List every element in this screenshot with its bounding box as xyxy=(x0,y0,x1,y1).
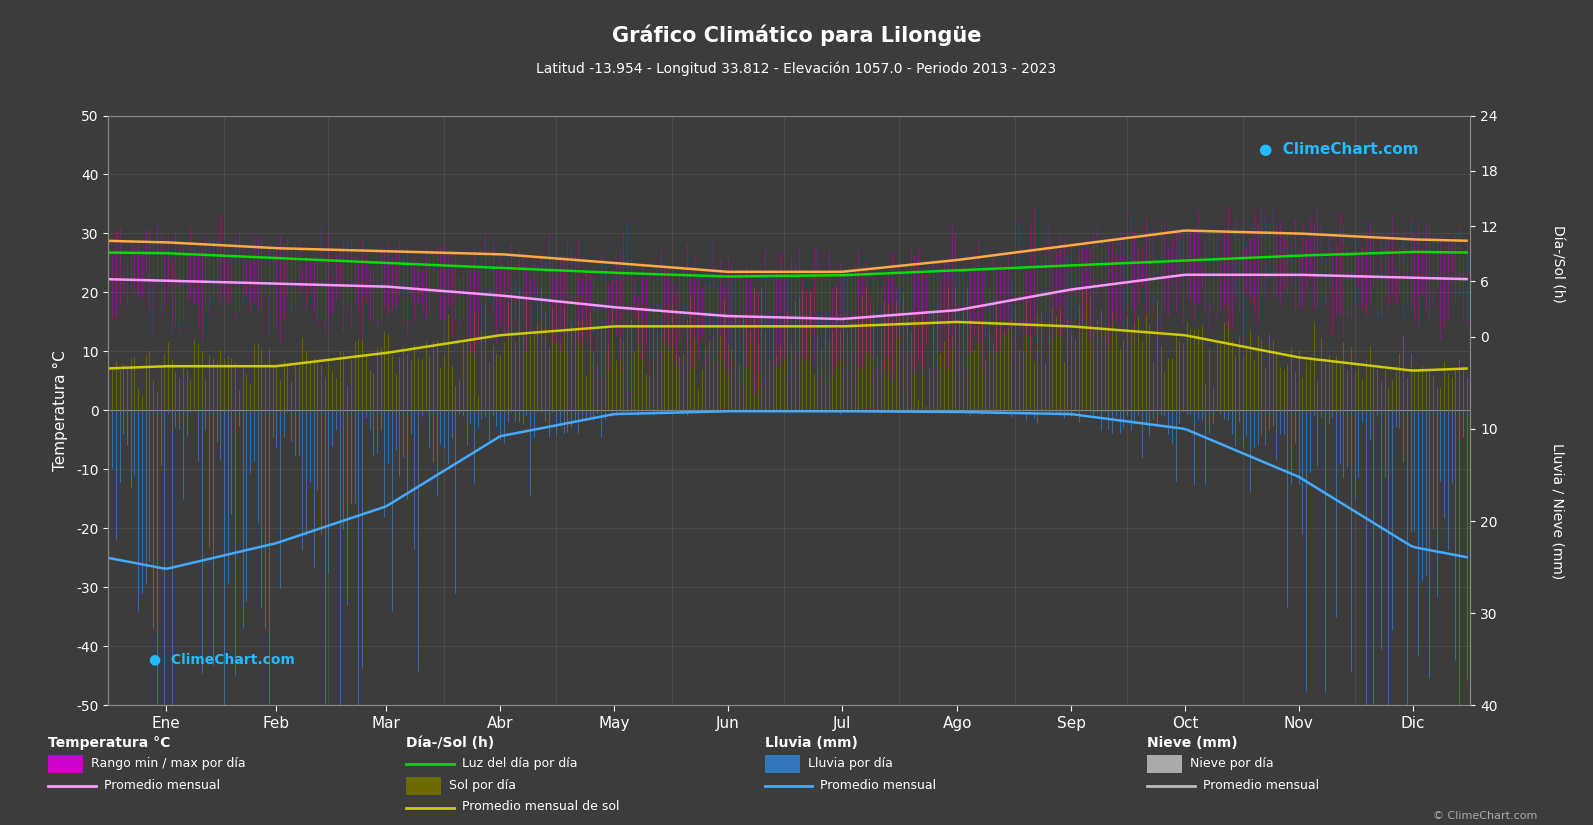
Text: Día-/Sol (h): Día-/Sol (h) xyxy=(1552,225,1564,303)
Text: Temperatura °C: Temperatura °C xyxy=(48,736,170,750)
Text: Promedio mensual de sol: Promedio mensual de sol xyxy=(462,800,620,813)
Text: © ClimeChart.com: © ClimeChart.com xyxy=(1432,811,1537,821)
Text: Lluvia por día: Lluvia por día xyxy=(808,757,892,770)
Text: Sol por día: Sol por día xyxy=(449,779,516,792)
Text: Lluvia / Nieve (mm): Lluvia / Nieve (mm) xyxy=(1552,443,1564,580)
Text: Rango min / max por día: Rango min / max por día xyxy=(91,757,245,770)
Text: Promedio mensual: Promedio mensual xyxy=(820,779,937,792)
Text: Nieve por día: Nieve por día xyxy=(1190,757,1273,770)
Text: ●  ClimeChart.com: ● ClimeChart.com xyxy=(150,653,295,667)
Text: Nieve (mm): Nieve (mm) xyxy=(1147,736,1238,750)
Text: Día-/Sol (h): Día-/Sol (h) xyxy=(406,736,494,750)
Text: ●  ClimeChart.com: ● ClimeChart.com xyxy=(1258,142,1419,157)
Text: Promedio mensual: Promedio mensual xyxy=(104,779,220,792)
Text: Promedio mensual: Promedio mensual xyxy=(1203,779,1319,792)
Y-axis label: Temperatura °C: Temperatura °C xyxy=(53,350,68,471)
Text: Latitud -13.954 - Longitud 33.812 - Elevación 1057.0 - Periodo 2013 - 2023: Latitud -13.954 - Longitud 33.812 - Elev… xyxy=(537,62,1056,77)
Text: Luz del día por día: Luz del día por día xyxy=(462,757,578,770)
Text: Gráfico Climático para Lilongüe: Gráfico Climático para Lilongüe xyxy=(612,25,981,46)
Text: Lluvia (mm): Lluvia (mm) xyxy=(765,736,857,750)
